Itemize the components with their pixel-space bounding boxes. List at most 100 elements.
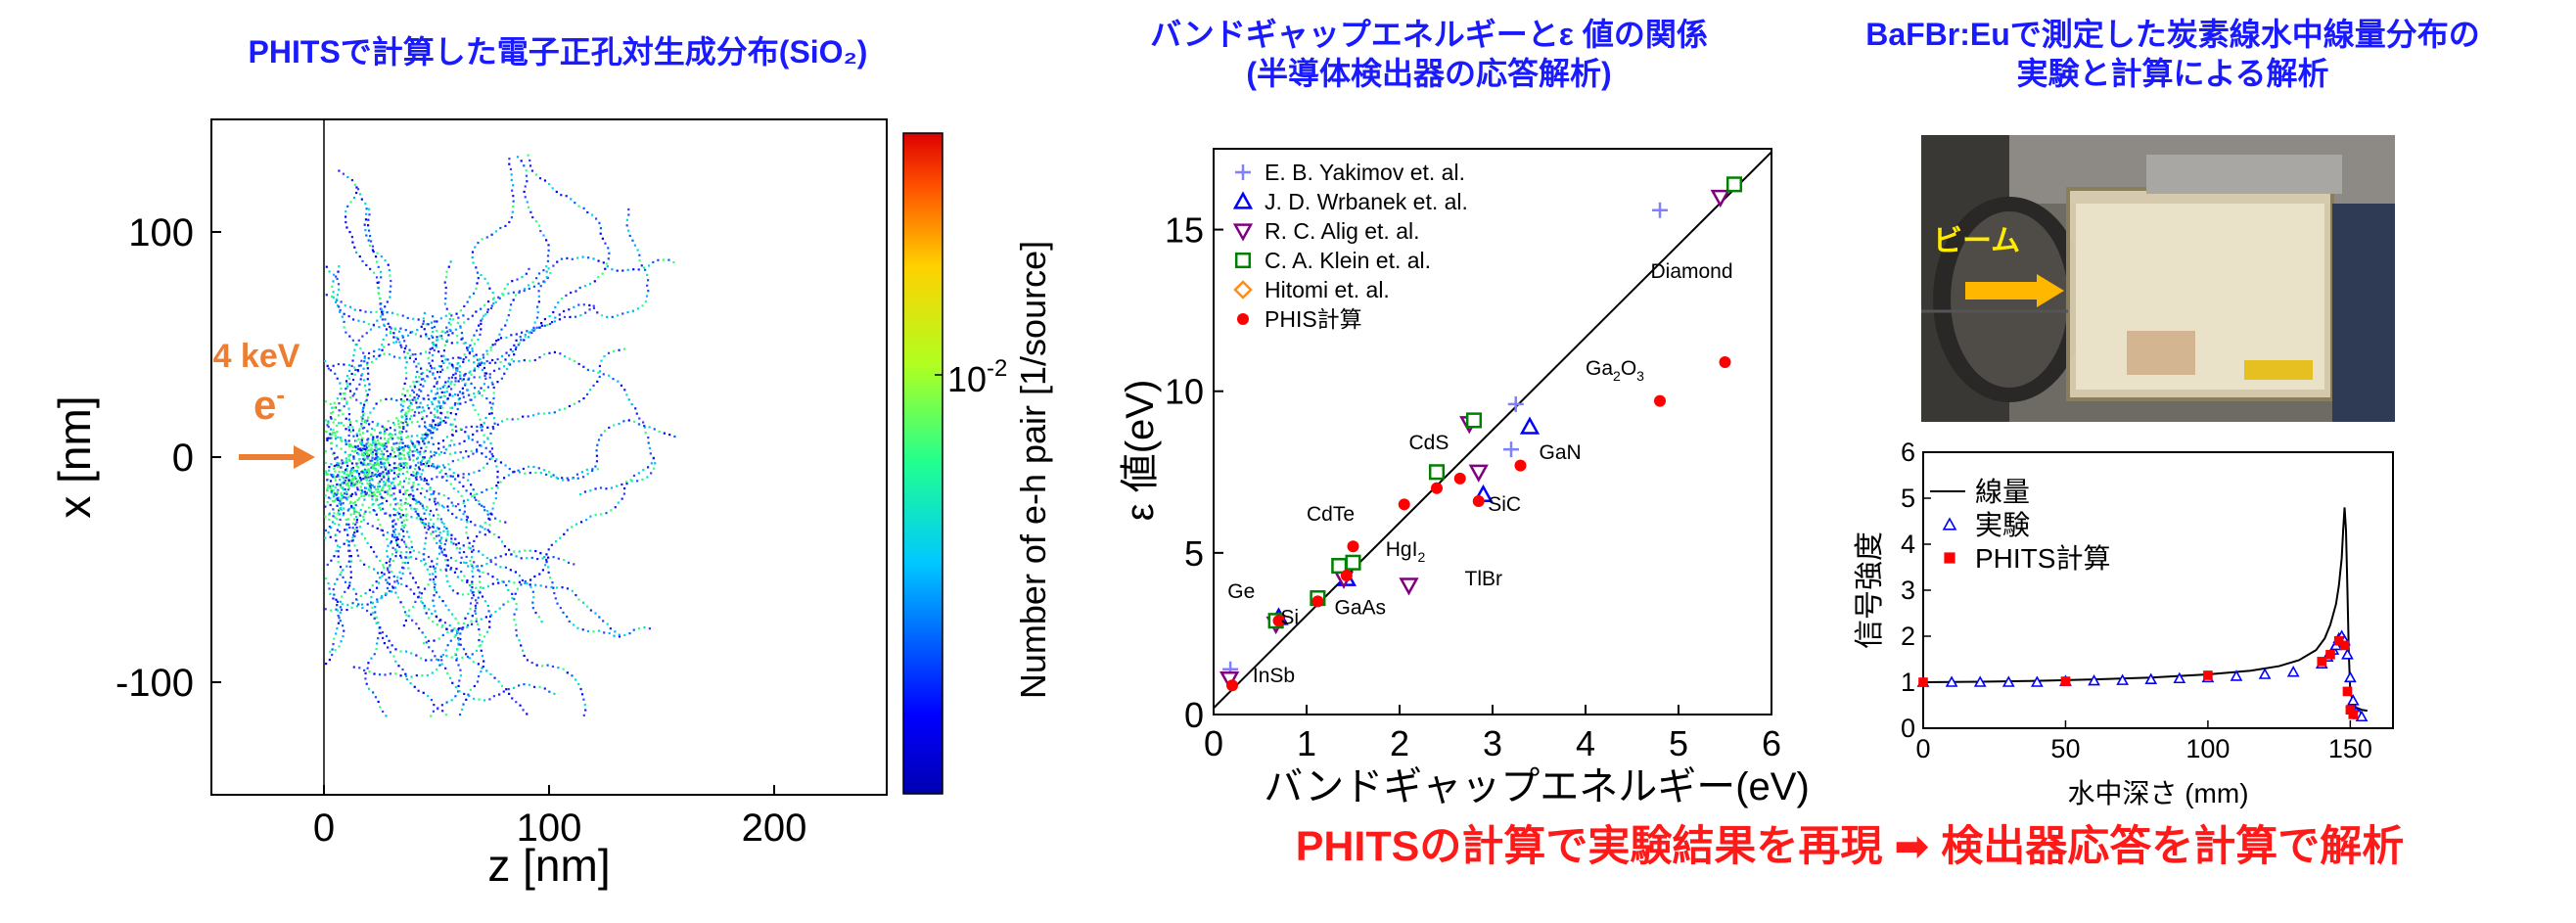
y-tick-label: 3 — [1901, 576, 1915, 605]
data-point — [1654, 394, 1666, 407]
experiment-point — [2346, 694, 2360, 706]
experiment-point — [2355, 710, 2369, 722]
right-arrow-icon: ➡ — [1894, 823, 1930, 870]
phits-point — [1918, 677, 1928, 687]
result-text: 検出器応答を計算で解析 — [1941, 823, 2405, 870]
heatmap-x-label: z [nm] — [487, 840, 610, 891]
legend-marker — [1234, 252, 1252, 269]
legend-marker — [1233, 280, 1253, 300]
y-tick-label: 0 — [1184, 695, 1204, 735]
data-point — [1398, 498, 1410, 511]
heatmap-y-label: x [nm] — [49, 395, 100, 518]
experiment-point — [2144, 672, 2158, 684]
material-label: GaAs — [1335, 597, 1387, 620]
electron-label: e- — [253, 380, 285, 428]
legend-label: Hitomi et. al. — [1265, 277, 1390, 302]
data-point — [1468, 464, 1489, 483]
dose-y-label: 信号強度 — [1854, 531, 1886, 649]
legend-label: R. C. Alig et. al. — [1265, 218, 1420, 244]
legend-label: 実験 — [1975, 510, 2030, 540]
experiment-photo: ビーム — [1921, 135, 2395, 422]
x-tick-label: 2 — [1390, 723, 1409, 763]
material-label: InSb — [1253, 665, 1295, 687]
material-label: HgI2 — [1386, 538, 1426, 565]
colorbar-label: Number of e-h pair [1/source] — [1013, 241, 1053, 699]
y-tick-label: 15 — [1165, 210, 1204, 251]
phits-points — [1918, 635, 2359, 719]
legend-marker — [1944, 552, 1955, 564]
electron-charge: - — [276, 380, 285, 409]
electron-energy-label: 4 keV — [213, 338, 300, 375]
data-point — [1652, 202, 1668, 218]
electron-symbol: e — [253, 382, 276, 428]
epsilon-legend: E. B. Yakimov et. al. J. D. Wrbanek et. a… — [1232, 160, 1468, 332]
experiment-point — [2258, 668, 2272, 679]
beam-arrow-icon — [1965, 274, 2064, 307]
y-tick-label: 0 — [172, 437, 194, 480]
data-point — [1311, 595, 1324, 608]
legend-marker — [1942, 517, 1957, 531]
dose-axes: 0 50 100 150 0 1 2 3 4 5 6 — [1901, 440, 2372, 763]
data-point — [1519, 416, 1541, 435]
material-label: CdTe — [1307, 503, 1355, 526]
material-label: TlBr — [1465, 568, 1503, 590]
left-title-text: PHITSで計算した電子正孔対生成分布(SiO₂) — [248, 34, 868, 69]
experiment-point — [2116, 673, 2129, 685]
x-tick-label: 0 — [313, 807, 335, 850]
y-tick-label: 1 — [1901, 668, 1915, 697]
x-tick-label: 0 — [1915, 734, 1930, 763]
x-tick-label: 0 — [1204, 723, 1223, 763]
left-panel-title: PHITSで計算した電子正孔対生成分布(SiO₂) — [117, 32, 998, 71]
x-tick-label: 5 — [1669, 723, 1688, 763]
right-title-line1: BaFBr:Euで測定した炭素線水中線量分布の — [1865, 17, 2480, 52]
material-label: GaN — [1540, 441, 1582, 464]
experiment-point — [2344, 670, 2357, 683]
legend-label: E. B. Yakimov et. al. — [1265, 160, 1465, 185]
y-tick-label: 0 — [1901, 714, 1915, 743]
material-label: Diamond — [1651, 260, 1733, 283]
data-point — [1340, 569, 1353, 581]
legend-marker — [1235, 164, 1251, 180]
colorbar-tick-base: 10 — [947, 359, 987, 399]
material-label: Ge — [1227, 580, 1255, 603]
experiment-point — [1945, 675, 1958, 687]
epsilon-data-points — [1219, 176, 1743, 692]
phits-point — [2317, 657, 2327, 667]
data-point — [1453, 472, 1466, 485]
y-tick-label: 4 — [1901, 530, 1915, 559]
experiment-point — [2088, 673, 2100, 686]
y-tick-label: 6 — [1901, 440, 1915, 467]
conclusion-text: PHITSの計算で実験結果を再現 — [1295, 823, 1883, 870]
x-tick-label: 6 — [1762, 723, 1781, 763]
legend-label: J. D. Wrbanek et. al. — [1265, 189, 1468, 214]
colorbar-tick-exp: -2 — [987, 355, 1007, 382]
conclusion-banner: PHITSの計算で実験結果を再現 ➡ 検出器応答を計算で解析 — [1165, 812, 2535, 873]
x-tick-label: 100 — [2185, 734, 2230, 763]
heatmap-axes: 0 100 200 100 0 -100 — [115, 211, 806, 850]
phits-point — [2339, 640, 2350, 651]
data-point — [1226, 679, 1238, 692]
x-tick-label: 150 — [2328, 734, 2372, 763]
legend-label: 線量 — [1975, 477, 2030, 507]
material-labels: InSb Ge Si GaAs CdTe HgI2 TlBr CdS SiC GaN Ga2O3 Di… — [1227, 260, 1732, 687]
legend-label: C. A. Klein et. al. — [1265, 248, 1431, 273]
dose-x-label: 水中深さ (mm) — [2067, 778, 2248, 808]
material-label: SiC — [1488, 493, 1521, 516]
experiment-point — [1973, 675, 1987, 687]
epsilon-x-label: バンドギャップエネルギー(eV) — [1264, 765, 1810, 808]
data-point — [1719, 355, 1731, 368]
colorbar-tick-label: 10-2 — [947, 355, 1007, 399]
epsilon-axes: 0 1 2 3 4 5 6 0 5 10 15 — [1165, 210, 1781, 763]
data-point — [1428, 464, 1446, 481]
data-point — [1507, 395, 1524, 412]
experiment-point — [2173, 671, 2186, 684]
data-point — [1725, 176, 1743, 193]
middle-title-line2: (半導体検出器の応答解析) — [1246, 56, 1612, 91]
phits-point — [2348, 710, 2359, 719]
data-point — [1345, 554, 1361, 571]
right-title-line2: 実験と計算による解析 — [2016, 56, 2329, 91]
experiment-point — [2341, 648, 2354, 660]
legend-marker — [1232, 223, 1254, 242]
